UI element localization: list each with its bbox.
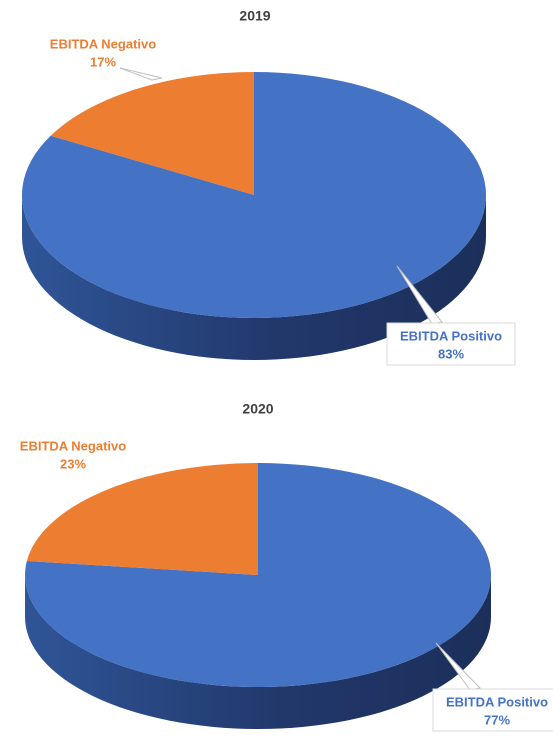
data-label-value: 77%: [484, 712, 510, 727]
data-label-name: EBITDA Negativo: [20, 438, 126, 453]
pie-slice: [22, 72, 486, 360]
data-label-value: 83%: [438, 346, 464, 361]
data-label-name: EBITDA Positivo: [400, 328, 502, 343]
label-box: [386, 322, 516, 366]
chart-title: 2020: [242, 401, 273, 417]
slice-side: [25, 575, 491, 729]
pie-slice: [26, 463, 258, 575]
data-label-name: EBITDA Positivo: [446, 694, 548, 709]
slice-top: [26, 463, 258, 575]
slice-top: [22, 72, 486, 319]
chart-title: 2019: [239, 8, 270, 24]
pie-slice: [50, 72, 254, 195]
leader-line: [119, 67, 163, 81]
data-label-name: EBITDA Negativo: [50, 36, 156, 51]
pie-slice: [25, 463, 492, 729]
slice-side: [22, 195, 486, 360]
data-label-value: 23%: [60, 456, 86, 471]
data-label-value: 17%: [90, 54, 116, 69]
slice-top: [25, 463, 492, 688]
slice-top: [50, 72, 254, 195]
label-box: [432, 688, 553, 732]
